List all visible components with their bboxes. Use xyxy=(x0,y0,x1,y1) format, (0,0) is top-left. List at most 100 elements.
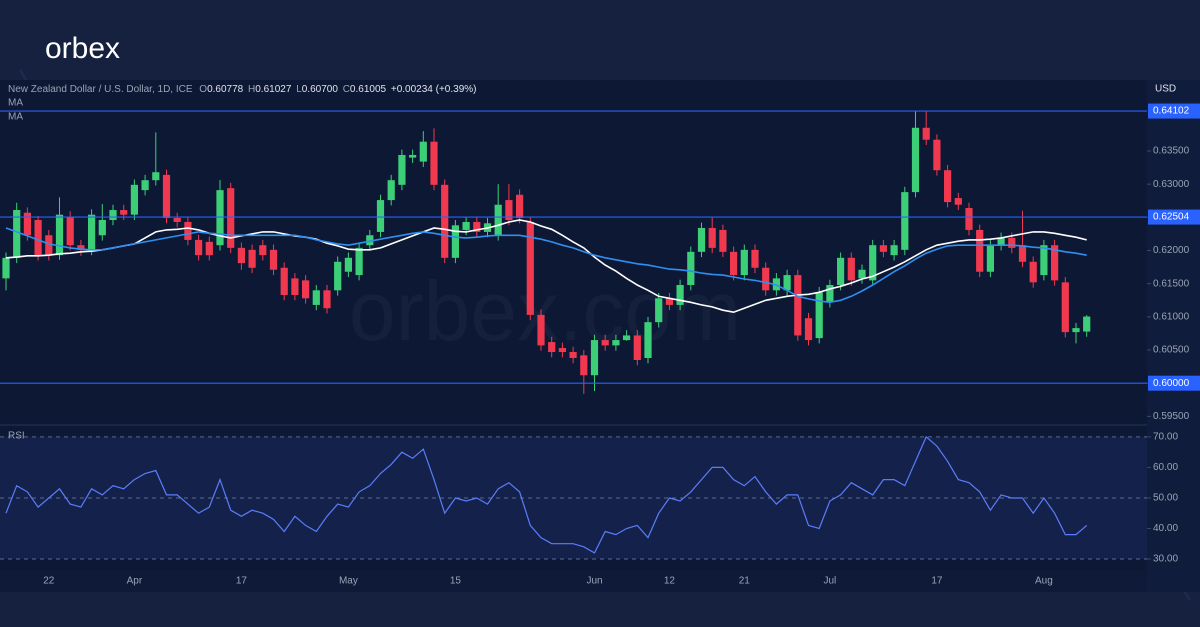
time-axis xyxy=(0,570,1147,592)
candle-body xyxy=(66,216,74,246)
candle-body xyxy=(762,267,770,291)
watermark: orbex.com xyxy=(349,264,741,358)
change-value: +0.00234 (+0.39%) xyxy=(391,84,477,95)
low-label: L xyxy=(296,84,302,95)
y-tick-label: 0.59500 xyxy=(1153,411,1190,422)
candle-body xyxy=(665,298,673,305)
x-tick-label: Jul xyxy=(824,576,837,587)
x-tick-label: 12 xyxy=(664,576,676,587)
candle-body xyxy=(1008,237,1016,248)
candle-body xyxy=(740,249,748,276)
close-value: 0.61005 xyxy=(350,84,387,95)
candle-body xyxy=(783,275,791,291)
candle-body xyxy=(77,245,85,250)
candle-body xyxy=(719,229,727,252)
candle-body xyxy=(1040,245,1048,276)
y-tick-label: 60.00 xyxy=(1153,462,1178,473)
open-value: 0.60778 xyxy=(207,84,244,95)
candle-body xyxy=(1061,282,1069,333)
candle-body xyxy=(451,225,459,258)
candle-body xyxy=(109,210,117,220)
y-tick-label: 0.61000 xyxy=(1153,311,1190,322)
candle-body xyxy=(323,290,331,309)
candle-body xyxy=(334,261,342,291)
candle-body xyxy=(205,241,213,256)
chart-header: New Zealand Dollar / U.S. Dollar, 1D, IC… xyxy=(8,84,476,95)
candle-body xyxy=(826,285,834,303)
candle-body xyxy=(419,141,427,162)
candle-body xyxy=(751,249,759,268)
candle-body xyxy=(302,280,310,299)
candle-body xyxy=(398,154,406,185)
candle-body xyxy=(976,229,984,272)
legend-entry: RSI xyxy=(8,431,25,442)
candle-body xyxy=(537,314,545,346)
candle-body xyxy=(676,285,684,305)
candle-body xyxy=(344,257,352,272)
x-tick-label: 21 xyxy=(739,576,751,587)
candle-body xyxy=(120,210,128,215)
high-label: H xyxy=(248,84,255,95)
candle-body xyxy=(655,298,663,323)
candle-body xyxy=(644,322,652,358)
candle-body xyxy=(1029,261,1037,283)
x-tick-label: 15 xyxy=(450,576,462,587)
logo: orbex xyxy=(45,32,120,65)
candle-body xyxy=(13,210,21,258)
candle-body xyxy=(516,194,524,218)
price-pane xyxy=(0,80,1147,425)
x-tick-label: 17 xyxy=(931,576,943,587)
candle-body xyxy=(152,172,160,181)
x-tick-label: 17 xyxy=(236,576,248,587)
candle-body xyxy=(409,154,417,158)
candle-body xyxy=(34,219,42,256)
candle-body xyxy=(944,170,952,203)
candle-body xyxy=(505,200,513,220)
moving-average xyxy=(5,227,1087,304)
candle-body xyxy=(847,257,855,281)
candle-body xyxy=(986,245,994,272)
candle-body xyxy=(269,249,278,270)
candle-body xyxy=(601,340,609,346)
candle-body xyxy=(355,247,363,276)
level-label: 0.60000 xyxy=(1153,378,1190,389)
candle-body xyxy=(933,139,941,171)
candle-body xyxy=(195,239,203,256)
candle-body xyxy=(291,278,299,295)
candle-body xyxy=(858,269,866,279)
symbol: New Zealand Dollar / U.S. Dollar, 1D, IC… xyxy=(8,84,193,95)
y-tick-label: 50.00 xyxy=(1153,493,1178,504)
candle-body xyxy=(697,227,706,252)
candle-body xyxy=(954,198,962,205)
level-label: 0.64102 xyxy=(1153,106,1190,117)
candle-body xyxy=(687,251,695,286)
candle-body xyxy=(612,340,620,346)
rsi-line xyxy=(5,435,1088,554)
candle-body xyxy=(708,227,716,248)
candle-body xyxy=(376,200,385,232)
candle-body xyxy=(88,214,96,250)
candle-body xyxy=(227,188,235,248)
candle-body xyxy=(2,257,10,279)
candle-body xyxy=(312,290,320,305)
candle-body xyxy=(1072,328,1080,333)
candle-body xyxy=(794,275,802,336)
candle-body xyxy=(837,257,845,286)
level-tag xyxy=(1148,209,1200,225)
moving-average xyxy=(5,219,1087,314)
candle-body xyxy=(623,335,631,341)
x-tick-label: Jun xyxy=(586,576,602,587)
candle-body xyxy=(997,237,1005,246)
x-tick-label: Aug xyxy=(1035,576,1053,587)
candle-body xyxy=(1051,245,1059,281)
high-value: 0.61027 xyxy=(255,84,292,95)
close-label: C xyxy=(343,84,350,95)
candle-body xyxy=(922,127,930,140)
candle-body xyxy=(580,355,588,376)
plot: 0.59500 0.60000 0.60500 0.61000 0.61500 0.620… xyxy=(0,98,1200,587)
candle-body xyxy=(55,214,64,256)
candle-body xyxy=(911,127,920,193)
candle-body xyxy=(473,221,481,232)
candle-body xyxy=(526,221,534,315)
